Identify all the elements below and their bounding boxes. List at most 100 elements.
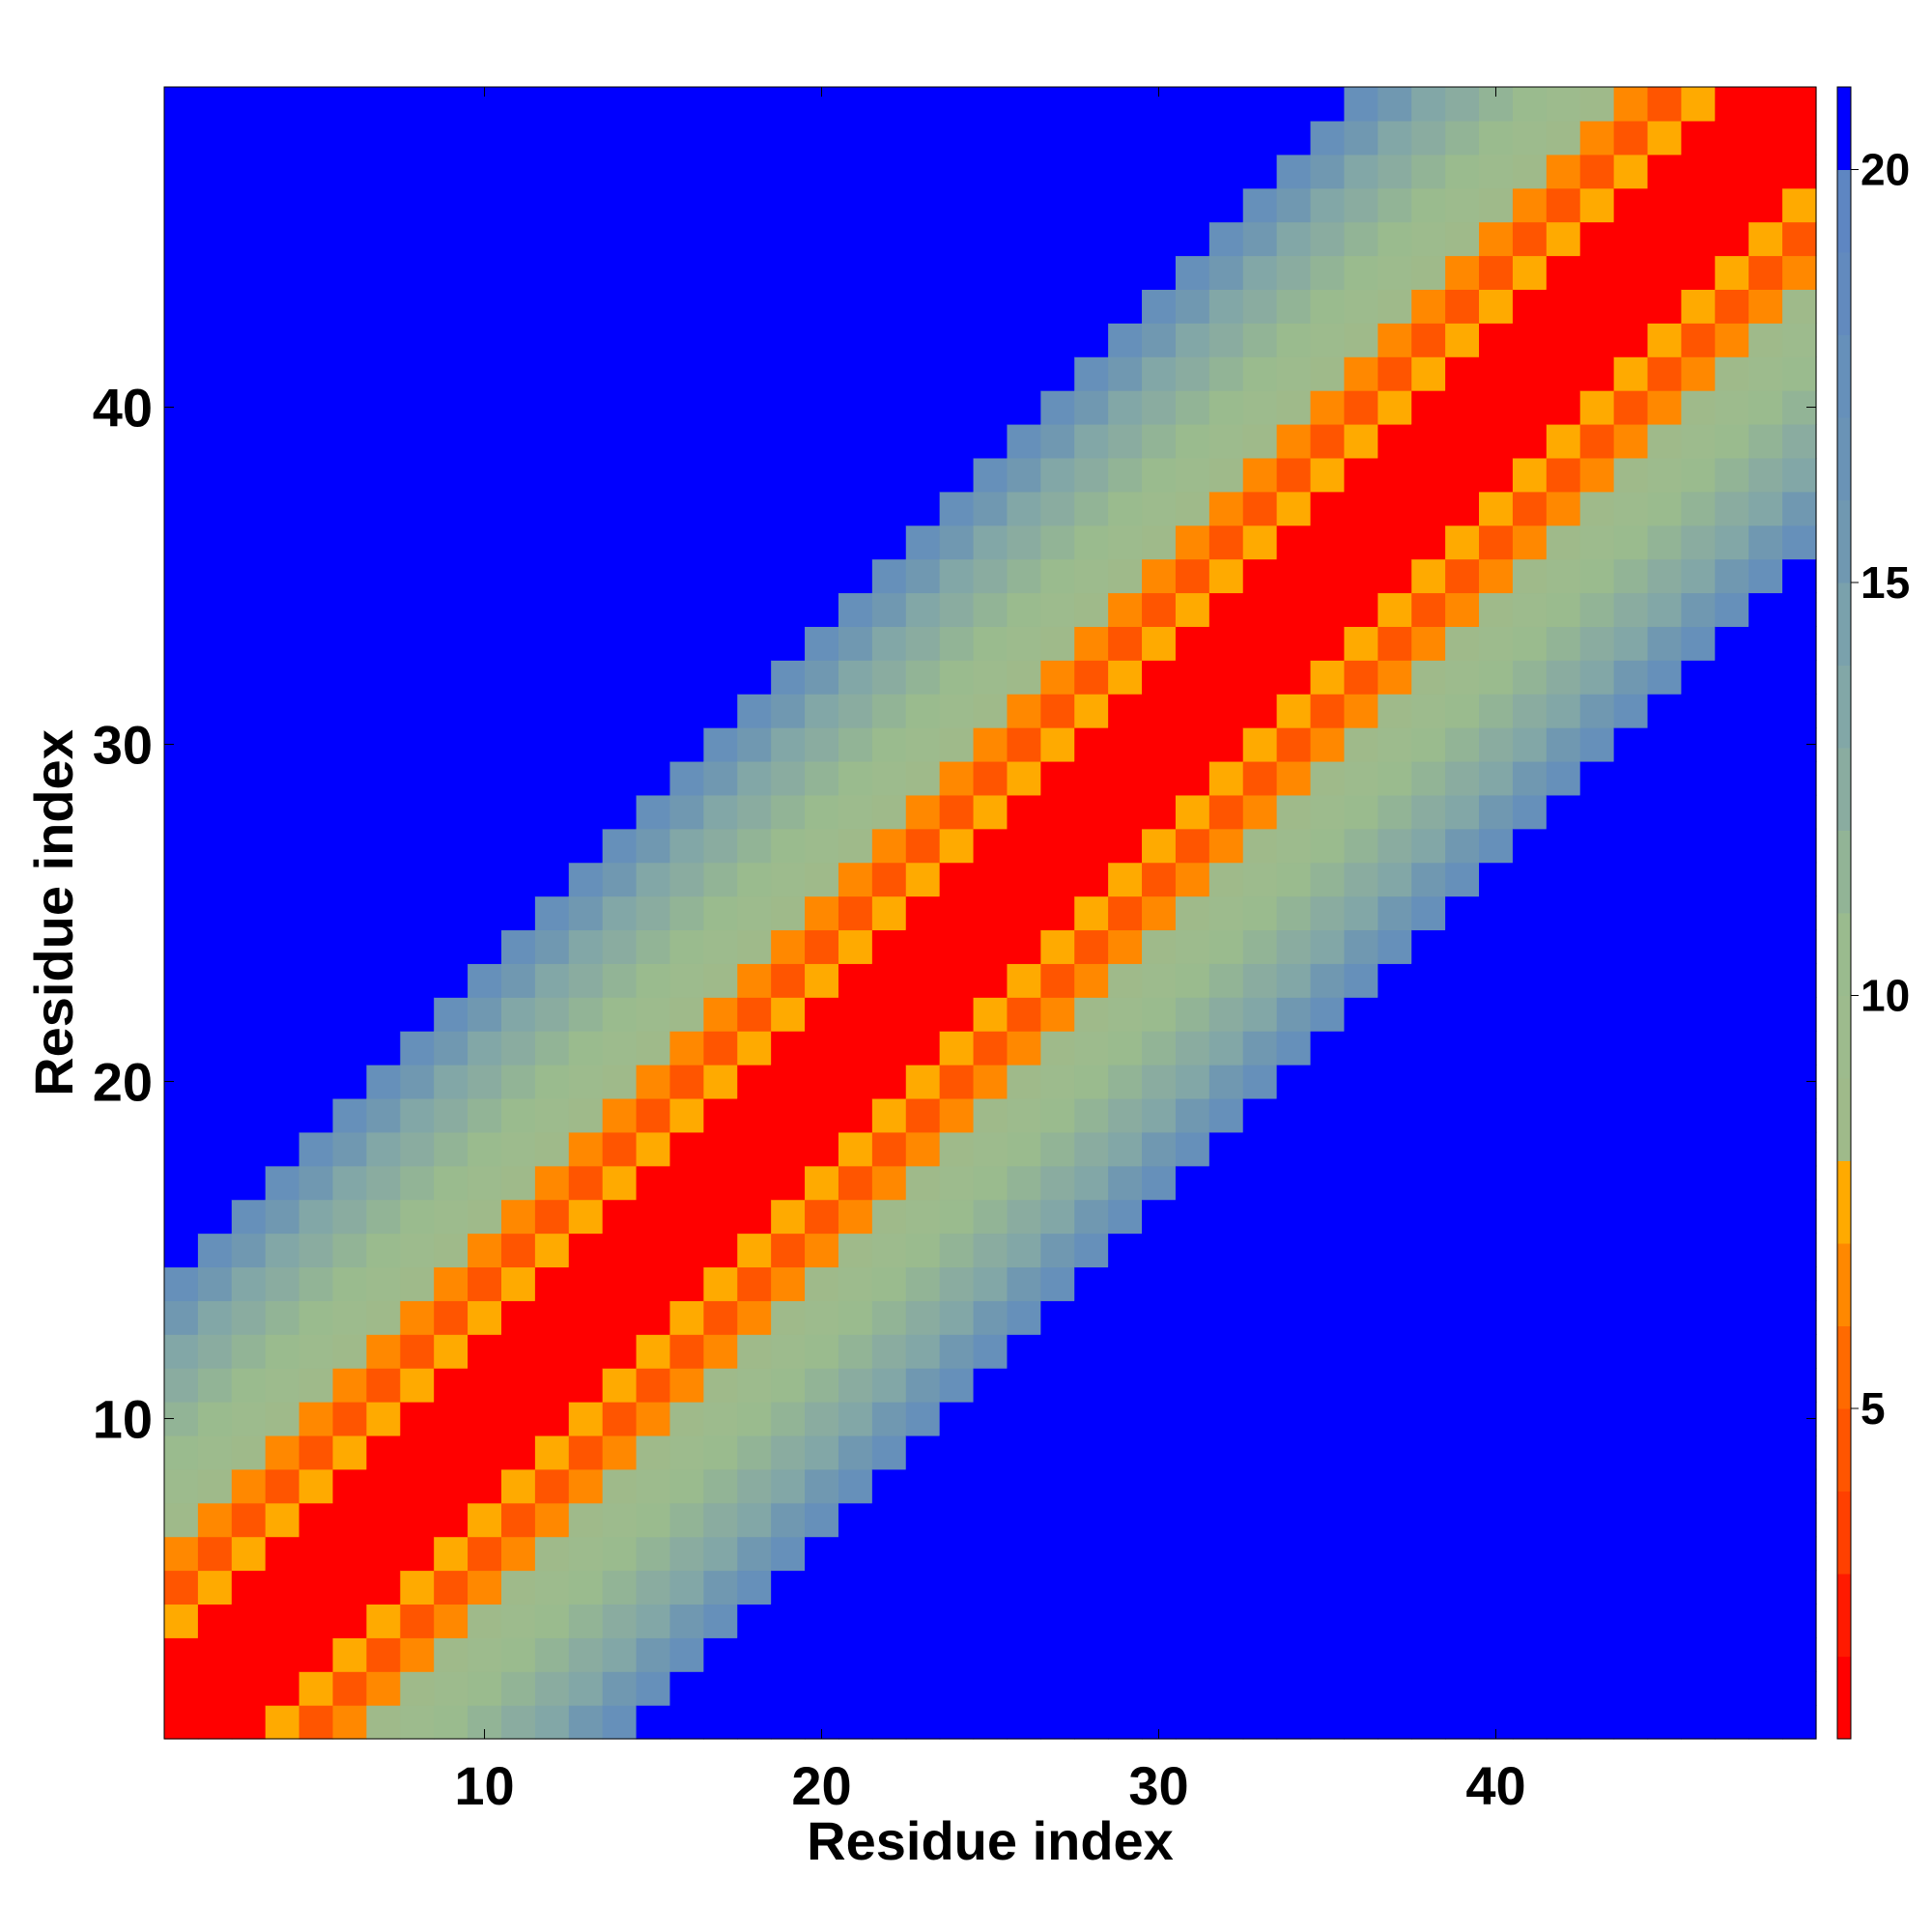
heatmap-cell [1378, 1266, 1412, 1301]
heatmap-cell [871, 1266, 907, 1301]
heatmap-cell [231, 592, 267, 627]
heatmap-cell [298, 660, 334, 695]
heatmap-cell [500, 1671, 536, 1706]
heatmap-cell [1445, 828, 1480, 864]
heatmap-cell [568, 727, 604, 762]
heatmap-cell [1142, 1097, 1177, 1133]
heatmap-cell [534, 1065, 570, 1099]
heatmap-cell [838, 1435, 873, 1470]
heatmap-cell [197, 997, 233, 1032]
heatmap-cell [366, 1065, 401, 1099]
heatmap-cell [838, 1199, 873, 1235]
heatmap-cell [1344, 1199, 1378, 1235]
heatmap-cell [1108, 794, 1143, 830]
heatmap-cell [1208, 1065, 1244, 1099]
heatmap-cell [568, 1031, 604, 1065]
heatmap-cell [400, 1402, 435, 1436]
heatmap-cell [602, 187, 638, 223]
heatmap-cell [939, 1536, 975, 1572]
heatmap-cell [939, 694, 975, 728]
heatmap-cell [905, 323, 941, 357]
heatmap-cell [905, 1671, 941, 1706]
heatmap-cell [1344, 1402, 1378, 1436]
heatmap-cell [500, 289, 536, 324]
heatmap-cell [265, 694, 300, 728]
heatmap-cell [703, 356, 738, 391]
heatmap-cell [737, 1031, 772, 1065]
heatmap-cell [973, 1570, 1009, 1605]
heatmap-cell [1276, 1300, 1312, 1335]
heatmap-cell [164, 1031, 199, 1065]
heatmap-cell [1378, 895, 1412, 931]
heatmap-cell [197, 828, 233, 864]
heatmap-cell [838, 1165, 873, 1201]
heatmap-cell [1411, 626, 1446, 661]
heatmap-cell [1613, 794, 1649, 830]
heatmap-cell [1007, 963, 1041, 998]
heatmap-cell [1411, 1502, 1446, 1538]
heatmap-cell [1074, 154, 1109, 189]
heatmap-cell [500, 1468, 536, 1504]
heatmap-cell [1512, 1435, 1548, 1470]
heatmap-cell [1007, 895, 1041, 931]
heatmap-cell [1108, 862, 1143, 897]
heatmap-cell [636, 1402, 671, 1436]
heatmap-cell [737, 1131, 772, 1167]
heatmap-cell [1175, 187, 1210, 223]
heatmap-cell [1175, 154, 1210, 189]
heatmap-cell [602, 1671, 638, 1706]
heatmap-cell [568, 1705, 604, 1740]
heatmap-cell [1546, 1536, 1581, 1572]
heatmap-cell [468, 1570, 502, 1605]
heatmap-cell [1242, 221, 1278, 257]
heatmap-cell [771, 1402, 806, 1436]
heatmap-cell [1715, 862, 1749, 897]
heatmap-cell [1040, 120, 1075, 156]
heatmap-cell [636, 1502, 671, 1538]
heatmap-cell [1276, 1065, 1312, 1099]
heatmap-cell [1613, 1199, 1649, 1235]
heatmap-cell [905, 592, 941, 627]
heatmap-cell [669, 1468, 704, 1504]
heatmap-cell [1074, 1536, 1109, 1572]
heatmap-cell [771, 626, 806, 661]
heatmap-cell [1242, 154, 1278, 189]
heatmap-cell [1748, 221, 1783, 257]
heatmap-cell [1782, 1536, 1817, 1572]
heatmap-cell [164, 660, 199, 695]
heatmap-cell [1242, 323, 1278, 357]
heatmap-cell [1074, 963, 1109, 998]
heatmap-cell [1579, 154, 1615, 189]
heatmap-cell [468, 592, 502, 627]
heatmap-cell [1579, 1468, 1615, 1504]
heatmap-cell [1242, 356, 1278, 391]
heatmap-cell [400, 828, 435, 864]
heatmap-cell [332, 1637, 367, 1672]
heatmap-cell [1479, 626, 1514, 661]
heatmap-cell [1175, 1502, 1210, 1538]
heatmap-cell [434, 929, 469, 964]
heatmap-cell [434, 1165, 469, 1201]
heatmap-cell [197, 457, 233, 493]
heatmap-cell [1142, 997, 1177, 1032]
heatmap-cell [298, 997, 334, 1032]
heatmap-cell [1782, 1671, 1817, 1706]
colorbar-segment [1837, 913, 1851, 996]
heatmap-cell [669, 289, 704, 324]
heatmap-cell [1242, 558, 1278, 594]
heatmap-cell [164, 525, 199, 560]
heatmap-cell [231, 120, 267, 156]
heatmap-cell [1715, 323, 1749, 357]
heatmap-cell [1310, 1131, 1346, 1167]
heatmap-cell [1546, 1031, 1581, 1065]
heatmap-cell [771, 963, 806, 998]
heatmap-cell [1242, 1131, 1278, 1167]
heatmap-cell [366, 323, 401, 357]
heatmap-cell [434, 1300, 469, 1335]
heatmap-cell [400, 592, 435, 627]
heatmap-cell [669, 1435, 704, 1470]
heatmap-cell [1579, 1705, 1615, 1740]
heatmap-cell [534, 356, 570, 391]
heatmap-cell [703, 1334, 738, 1369]
